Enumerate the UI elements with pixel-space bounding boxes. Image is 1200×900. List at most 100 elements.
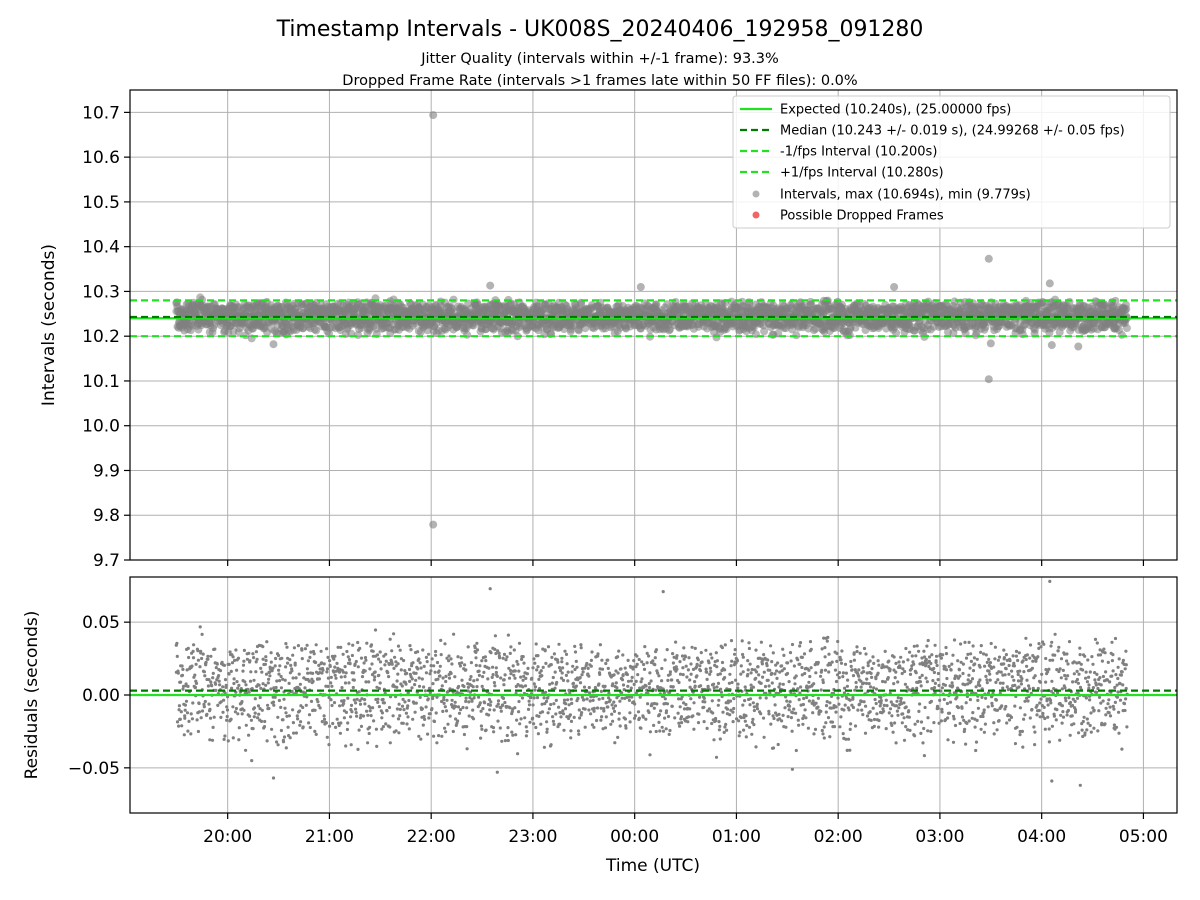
residual-point bbox=[288, 736, 292, 740]
residual-point bbox=[655, 702, 659, 706]
residual-point bbox=[241, 663, 246, 667]
residual-point bbox=[351, 685, 355, 690]
residual-point bbox=[771, 651, 775, 655]
residual-point bbox=[249, 670, 253, 674]
residual-point bbox=[443, 642, 447, 646]
residual-point bbox=[198, 625, 202, 629]
interval-outlier-point bbox=[986, 339, 995, 348]
residual-point bbox=[397, 702, 401, 706]
residual-point bbox=[256, 704, 261, 708]
residual-point bbox=[195, 718, 199, 722]
residual-point bbox=[491, 673, 495, 677]
residual-point bbox=[419, 666, 423, 670]
residual-point bbox=[708, 666, 713, 670]
residual-point bbox=[247, 690, 251, 694]
residual-point bbox=[763, 684, 768, 689]
residual-point bbox=[688, 707, 692, 711]
residual-point bbox=[291, 653, 295, 657]
residual-point bbox=[678, 660, 682, 664]
residual-point bbox=[251, 727, 255, 731]
residual-point bbox=[259, 666, 263, 671]
residual-point bbox=[767, 712, 771, 716]
residual-point bbox=[680, 721, 684, 725]
residual-point bbox=[346, 696, 350, 700]
residual-point bbox=[754, 745, 758, 749]
residual-point bbox=[296, 644, 300, 648]
residual-point bbox=[546, 645, 551, 649]
residual-point bbox=[363, 656, 368, 660]
residual-point bbox=[179, 680, 183, 684]
residual-point bbox=[748, 703, 752, 707]
residual-point bbox=[653, 663, 657, 667]
residual-point bbox=[354, 707, 358, 711]
residual-point bbox=[347, 681, 351, 685]
residual-point bbox=[383, 663, 387, 667]
residual-point bbox=[421, 648, 425, 652]
residual-point bbox=[504, 658, 508, 662]
residual-point bbox=[322, 714, 326, 718]
residual-point bbox=[422, 685, 426, 689]
residual-point bbox=[222, 663, 226, 668]
residual-point bbox=[395, 707, 399, 711]
residual-point bbox=[519, 717, 523, 721]
residual-point bbox=[741, 670, 745, 674]
residual-point bbox=[467, 700, 471, 704]
residual-point bbox=[470, 699, 474, 703]
residual-point bbox=[215, 662, 219, 666]
residual-point bbox=[203, 674, 207, 678]
residual-point bbox=[242, 648, 246, 653]
residual-point bbox=[709, 669, 713, 674]
residual-point bbox=[400, 684, 404, 688]
residual-point bbox=[618, 724, 622, 728]
residual-point bbox=[557, 666, 562, 670]
residual-point bbox=[434, 649, 438, 654]
interval-point bbox=[463, 330, 472, 339]
residual-point bbox=[577, 708, 581, 712]
residual-point bbox=[308, 655, 312, 660]
residual-point bbox=[552, 702, 556, 706]
residual-point bbox=[429, 669, 433, 673]
residual-point bbox=[380, 711, 384, 715]
residual-point bbox=[292, 731, 296, 735]
residual-point bbox=[431, 682, 435, 686]
residual-point bbox=[790, 729, 794, 733]
residual-point bbox=[363, 702, 367, 706]
residual-point bbox=[486, 677, 490, 681]
residual-point bbox=[349, 743, 353, 747]
residual-point bbox=[589, 712, 593, 716]
residual-point bbox=[488, 703, 492, 707]
residual-point bbox=[676, 711, 680, 715]
residual-point bbox=[708, 672, 712, 676]
residual-point bbox=[579, 643, 583, 647]
residual-point bbox=[677, 721, 681, 725]
residual-point bbox=[647, 686, 652, 690]
residual-point bbox=[493, 634, 497, 638]
residual-point bbox=[540, 702, 544, 706]
interval-outlier-point bbox=[890, 283, 899, 291]
residual-point bbox=[710, 656, 714, 660]
interval-point bbox=[577, 299, 586, 308]
residual-point bbox=[257, 712, 261, 716]
residual-point bbox=[566, 698, 570, 702]
residual-point bbox=[787, 680, 791, 684]
residual-point bbox=[792, 707, 796, 711]
residual-point bbox=[316, 700, 320, 704]
residual-point bbox=[612, 709, 617, 714]
residual-point bbox=[251, 652, 255, 656]
intervals-y-tick-label: 10.1 bbox=[82, 372, 120, 392]
residual-point bbox=[364, 658, 368, 662]
residual-point bbox=[530, 676, 534, 681]
residual-point bbox=[576, 729, 581, 733]
residual-point bbox=[615, 686, 619, 690]
residual-point bbox=[224, 683, 228, 688]
residual-point bbox=[399, 668, 403, 672]
residual-point bbox=[495, 674, 499, 679]
residual-point bbox=[444, 679, 448, 684]
residual-point bbox=[798, 641, 803, 645]
residual-point bbox=[513, 669, 517, 673]
residual-point bbox=[788, 651, 793, 655]
residual-point bbox=[194, 662, 198, 666]
residual-point bbox=[206, 684, 210, 688]
residual-point bbox=[477, 669, 481, 673]
residual-point bbox=[720, 646, 725, 650]
